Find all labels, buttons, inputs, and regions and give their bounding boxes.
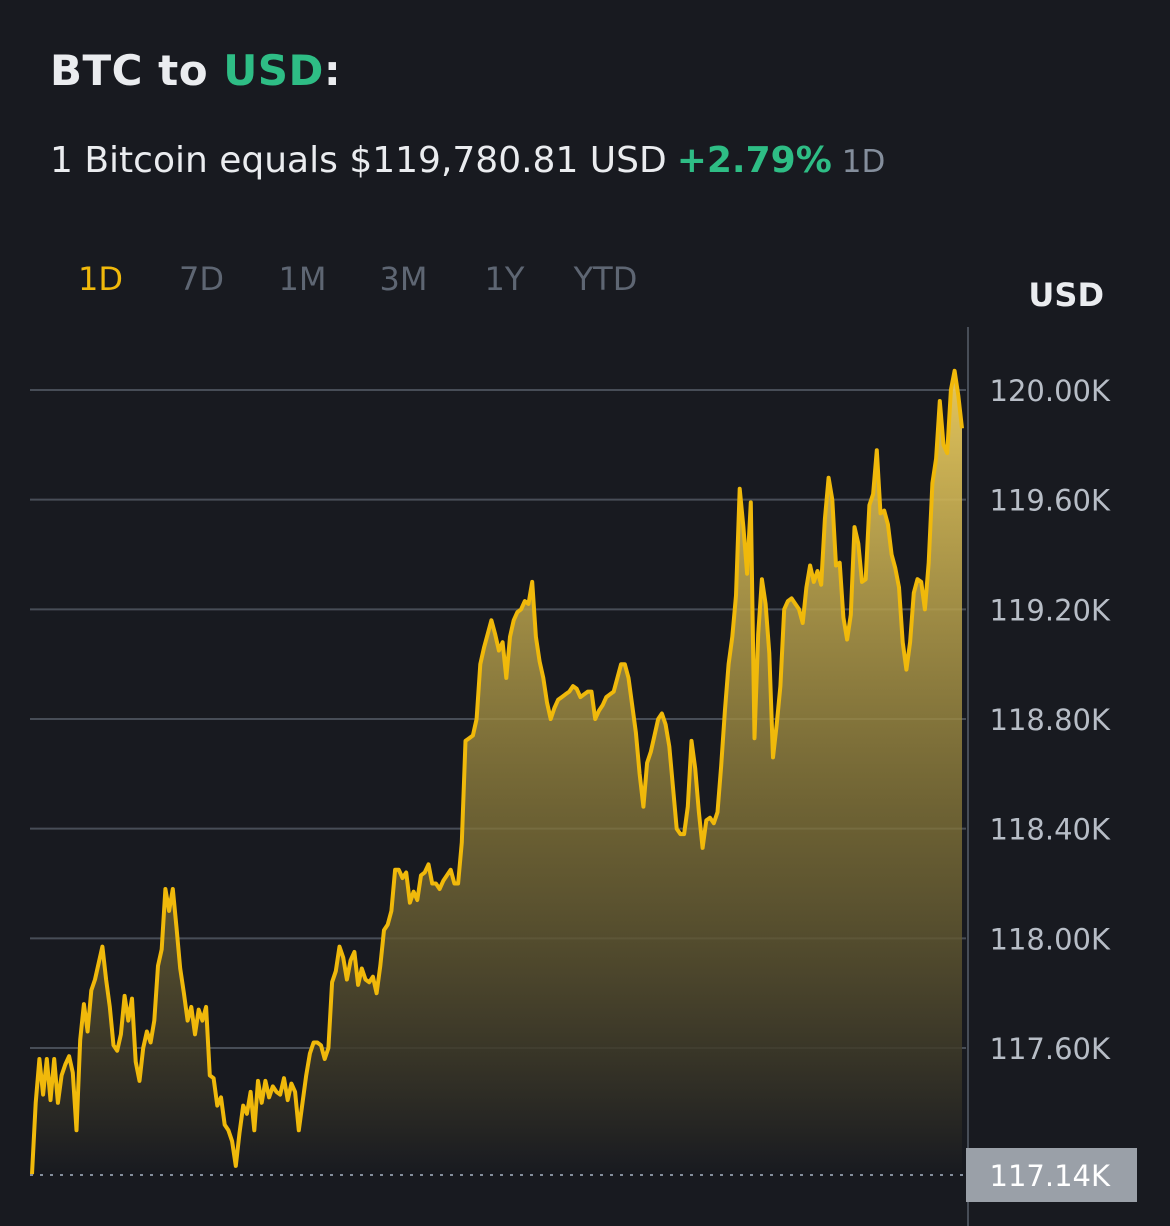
page-title: BTC to USD: (50, 46, 341, 95)
y-axis-labels: 120.00K 119.60K 119.20K 118.80K 118.40K 118.0… (990, 374, 1111, 1066)
tab-1y[interactable]: 1Y (484, 260, 525, 298)
min-price-badge: 117.14K (966, 1148, 1137, 1202)
y-tick-label: 119.60K (990, 484, 1111, 518)
price-equals-text: 1 Bitcoin equals $119,780.81 USD (50, 140, 667, 181)
y-tick-label: 118.00K (990, 922, 1111, 956)
tab-7d[interactable]: 7D (179, 260, 224, 298)
tab-1d[interactable]: 1D (78, 260, 123, 298)
y-tick-label: 118.80K (990, 703, 1111, 737)
price-line (30, 368, 964, 1175)
price-change: +2.79% (676, 140, 832, 181)
tab-1m[interactable]: 1M (278, 260, 327, 298)
y-tick-label: 118.40K (990, 813, 1111, 847)
min-price-label: 117.14K (990, 1159, 1111, 1193)
title-colon: : (323, 46, 342, 95)
price-summary: 1 Bitcoin equals $119,780.81 USD +2.79% 1D (50, 140, 885, 181)
tab-ytd[interactable]: YTD (573, 260, 638, 298)
y-tick-label: 120.00K (990, 374, 1111, 408)
to-word: to (158, 46, 209, 95)
time-range-tabs: 1D 7D 1M 3M 1Y YTD (50, 260, 656, 304)
y-tick-label: 119.20K (990, 593, 1111, 627)
y-tick-label: 117.60K (990, 1032, 1111, 1066)
change-period: 1D (841, 144, 886, 180)
base-currency: BTC (50, 46, 143, 95)
axis-currency-label: USD (1028, 276, 1104, 314)
tab-3m[interactable]: 3M (379, 260, 428, 298)
price-area (32, 370, 962, 1175)
quote-currency[interactable]: USD (223, 46, 324, 95)
